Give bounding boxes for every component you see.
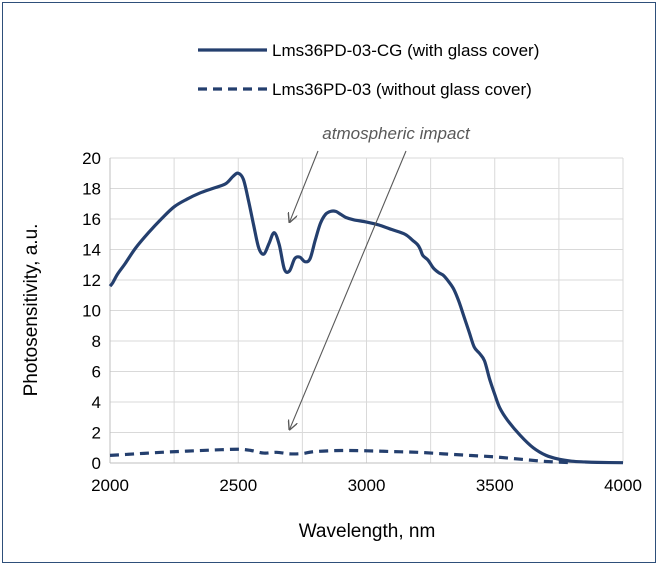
y-tick-label: 2 — [92, 424, 101, 443]
annotation-arrow — [290, 150, 319, 222]
x-tick-label: 3500 — [476, 476, 514, 495]
x-tick-label: 2000 — [91, 476, 129, 495]
y-tick-label: 12 — [82, 271, 101, 290]
y-tick-label: 10 — [82, 302, 101, 321]
legend-label: Lms36PD-03 (without glass cover) — [272, 80, 532, 99]
annotation-layer: atmospheric impact — [290, 124, 471, 429]
y-axis-title: Photosensitivity, a.u. — [21, 224, 42, 397]
grid-layer — [109, 157, 624, 464]
y-tick-label: 4 — [92, 393, 101, 412]
legend-label: Lms36PD-03-CG (with glass cover) — [272, 41, 539, 60]
x-tick-label: 2500 — [219, 476, 257, 495]
annotation-text: atmospheric impact — [322, 124, 471, 143]
x-tick-label: 4000 — [604, 476, 642, 495]
y-tick-label: 14 — [82, 241, 101, 260]
series-layer — [108, 171, 624, 465]
y-tick-label: 8 — [92, 332, 101, 351]
annotation-arrow — [290, 150, 407, 429]
y-tick-label: 18 — [82, 180, 101, 199]
x-axis-title: Wavelength, nm — [299, 521, 436, 542]
series-line-without-glass-cover — [109, 447, 572, 465]
y-tick-label: 6 — [92, 363, 101, 382]
axis-layer: 0 2 4 6 8 10 12 14 16 18 20 2000 2500 3000 3500 4000 — [82, 149, 642, 495]
x-tick-label: 3000 — [348, 476, 386, 495]
legend-layer: Lms36PD-03-CG (with glass cover) Lms36PD-… — [198, 41, 539, 99]
y-tick-label: 20 — [82, 149, 101, 168]
series-line-with-glass-cover — [108, 171, 624, 465]
y-tick-label: 0 — [92, 454, 101, 473]
y-tick-label: 16 — [82, 210, 101, 229]
